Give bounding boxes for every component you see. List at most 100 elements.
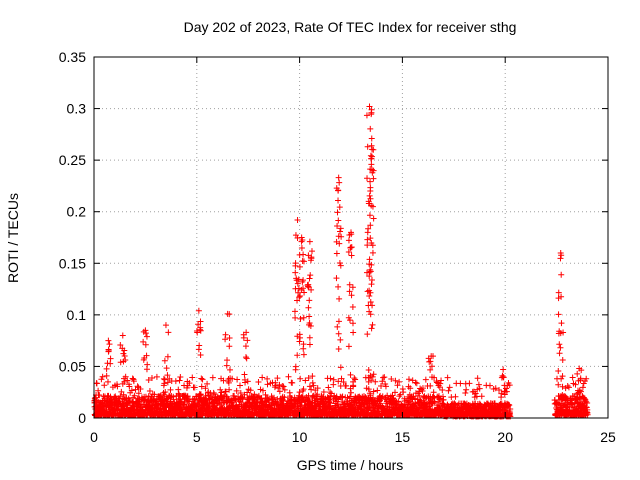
data-point <box>412 379 419 386</box>
data-point <box>367 178 374 185</box>
data-point <box>572 381 579 388</box>
data-point <box>275 385 282 392</box>
data-point <box>242 379 249 386</box>
data-point <box>363 269 370 276</box>
data-point <box>576 365 583 372</box>
data-point <box>335 197 342 204</box>
data-point <box>334 222 341 229</box>
data-point <box>558 293 565 300</box>
data-point <box>285 373 292 380</box>
data-point <box>197 391 204 398</box>
data-point <box>584 411 591 418</box>
data-point <box>330 376 337 383</box>
data-point <box>335 233 342 240</box>
data-point <box>281 386 288 393</box>
data-point <box>280 383 287 390</box>
data-point <box>462 389 469 396</box>
data-point <box>114 383 121 390</box>
data-point <box>367 298 374 305</box>
data-point <box>367 222 374 229</box>
data-point <box>347 393 354 400</box>
data-point <box>233 387 240 394</box>
plot-frame <box>93 56 609 419</box>
data-point <box>384 392 391 399</box>
data-point <box>101 382 108 389</box>
data-point <box>226 343 233 350</box>
data-point <box>126 383 133 390</box>
data-point <box>197 391 204 398</box>
data-point <box>151 391 158 398</box>
data-point <box>226 366 233 373</box>
data-point <box>306 383 313 390</box>
x-axis: 0 5 10 15 20 25 <box>90 57 616 445</box>
data-point <box>419 385 426 392</box>
data-point <box>295 289 302 296</box>
data-point <box>565 384 572 391</box>
data-point <box>255 378 262 385</box>
x-tick-label: 15 <box>395 429 411 445</box>
data-point <box>296 389 303 396</box>
data-point <box>417 397 424 404</box>
data-point <box>195 346 202 353</box>
data-point <box>306 313 313 320</box>
data-point <box>440 393 446 400</box>
data-point <box>300 351 307 358</box>
data-point <box>556 350 563 357</box>
y-tick-label: 0.2 <box>67 204 87 220</box>
data-point <box>349 284 356 291</box>
data-point <box>345 314 352 321</box>
data-point <box>433 379 440 386</box>
data-point <box>396 393 403 400</box>
data-point <box>486 382 493 389</box>
data-point <box>345 343 352 350</box>
data-point <box>346 288 353 295</box>
data-point <box>103 365 110 372</box>
data-point <box>335 174 342 181</box>
data-point <box>388 375 395 382</box>
data-point <box>337 262 344 269</box>
data-point <box>367 166 374 173</box>
data-point <box>226 386 233 393</box>
data-point <box>259 374 266 381</box>
data-point <box>364 331 371 338</box>
data-point <box>106 341 113 348</box>
data-point <box>222 331 229 338</box>
data-point <box>368 276 375 283</box>
data-point <box>292 232 299 239</box>
data-point <box>289 379 296 386</box>
data-point <box>167 386 174 393</box>
data-point <box>308 255 315 262</box>
data-point <box>193 393 200 400</box>
data-point <box>557 249 564 256</box>
data-point <box>391 389 398 396</box>
data-point <box>314 385 321 392</box>
data-point <box>365 386 372 393</box>
data-point <box>241 371 248 378</box>
data-point <box>176 391 183 398</box>
data-point <box>137 385 144 392</box>
data-point <box>118 388 125 395</box>
data-point <box>224 310 231 317</box>
data-point <box>292 363 299 370</box>
data-point <box>409 396 416 403</box>
data-point <box>339 393 346 400</box>
data-point <box>466 380 473 387</box>
data-point <box>298 244 305 251</box>
data-point <box>161 391 168 398</box>
data-point <box>120 358 127 365</box>
data-point <box>199 376 206 383</box>
data-point <box>142 327 149 334</box>
data-point <box>337 336 344 343</box>
data-point <box>396 378 403 385</box>
x-tick-label: 20 <box>497 429 513 445</box>
data-point <box>407 385 414 392</box>
data-point <box>562 393 569 400</box>
data-point <box>218 389 225 396</box>
data-point <box>119 332 126 339</box>
data-point <box>427 382 434 389</box>
data-point <box>368 142 375 149</box>
data-point <box>176 377 183 384</box>
data-point <box>444 374 451 381</box>
data-point <box>197 318 204 325</box>
data-point <box>163 365 170 372</box>
